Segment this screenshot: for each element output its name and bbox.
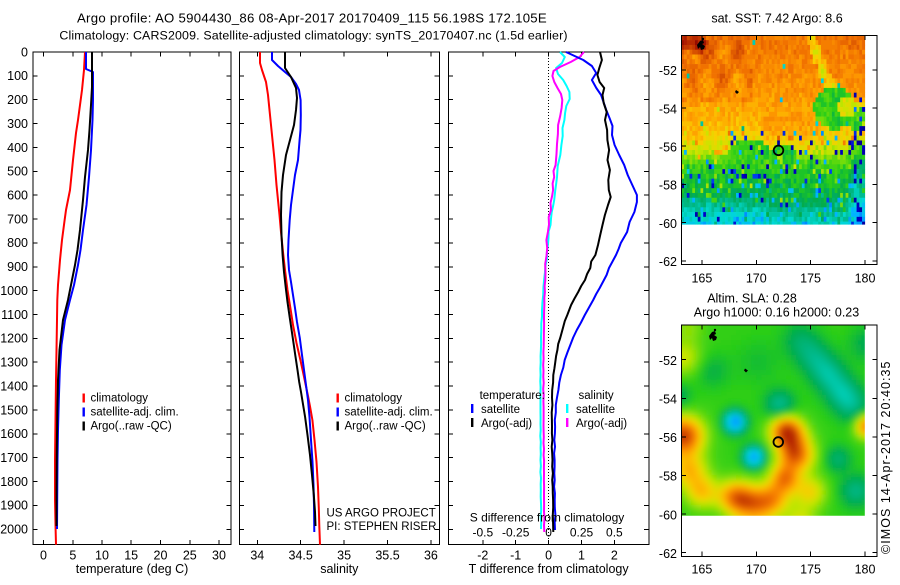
svg-text:satellite-adj. clim.: satellite-adj. clim.	[91, 407, 179, 419]
svg-text:climatology: climatology	[91, 393, 149, 405]
svg-text:1200: 1200	[0, 332, 28, 346]
svg-text:165: 165	[691, 563, 712, 577]
svg-text:Altim. SLA: 0.28: Altim. SLA: 0.28	[707, 292, 797, 306]
svg-text:satellite: satellite	[576, 404, 615, 416]
svg-text:800: 800	[7, 236, 28, 250]
svg-text:700: 700	[7, 212, 28, 226]
svg-text:salinity: salinity	[579, 390, 614, 402]
svg-text:US ARGO PROJECT: US ARGO PROJECT	[327, 508, 436, 520]
svg-text:175: 175	[800, 563, 821, 577]
svg-text:25: 25	[183, 549, 197, 563]
svg-text:-1: -1	[510, 549, 521, 563]
svg-text:600: 600	[7, 189, 28, 203]
svg-text:100: 100	[7, 69, 28, 83]
svg-text:-58: -58	[659, 470, 677, 484]
svg-text:-52: -52	[659, 64, 677, 78]
svg-text:15: 15	[124, 549, 138, 563]
svg-text:-54: -54	[659, 393, 677, 407]
svg-text:-0.25: -0.25	[502, 526, 530, 540]
svg-text:900: 900	[7, 260, 28, 274]
svg-text:climatology: climatology	[345, 393, 403, 405]
svg-text:175: 175	[800, 272, 821, 286]
svg-text:-62: -62	[659, 547, 677, 561]
svg-text:Argo h1000: 0.16 h2000: 0.23: Argo h1000: 0.16 h2000: 0.23	[694, 306, 859, 320]
svg-text:200: 200	[7, 93, 28, 107]
svg-text:0.25: 0.25	[570, 526, 594, 540]
svg-text:1000: 1000	[0, 284, 28, 298]
svg-text:Argo profile: AO 5904430_86 08: Argo profile: AO 5904430_86 08-Apr-2017 …	[77, 11, 547, 26]
svg-text:1100: 1100	[1, 308, 28, 322]
svg-text:1500: 1500	[0, 403, 28, 417]
svg-text:500: 500	[7, 165, 28, 179]
svg-text:0: 0	[21, 45, 28, 59]
svg-text:S difference from climatology: S difference from climatology	[470, 511, 625, 525]
svg-text:1700: 1700	[0, 451, 28, 465]
svg-text:-2: -2	[477, 549, 488, 563]
svg-text:-56: -56	[659, 141, 677, 155]
svg-text:1: 1	[578, 549, 585, 563]
svg-text:35.5: 35.5	[375, 549, 399, 563]
svg-text:-60: -60	[659, 508, 677, 522]
svg-text:satellite: satellite	[481, 404, 520, 416]
svg-text:165: 165	[691, 272, 712, 286]
svg-text:0: 0	[545, 549, 552, 563]
svg-text:170: 170	[746, 272, 767, 286]
svg-text:Argo(..raw -QC): Argo(..raw -QC)	[91, 421, 172, 433]
svg-text:34.5: 34.5	[289, 549, 313, 563]
svg-text:temperature (deg C): temperature (deg C)	[76, 562, 189, 576]
svg-text:-58: -58	[659, 179, 677, 193]
svg-text:35: 35	[337, 549, 351, 563]
svg-text:30: 30	[212, 549, 226, 563]
svg-text:2000: 2000	[0, 523, 28, 537]
svg-text:-60: -60	[659, 217, 677, 231]
svg-text:-62: -62	[659, 255, 677, 269]
svg-text:1400: 1400	[0, 379, 28, 393]
svg-text:34: 34	[250, 549, 264, 563]
svg-text:PI: STEPHEN RISER: PI: STEPHEN RISER	[327, 521, 437, 533]
svg-text:satellite-adj. clim.: satellite-adj. clim.	[345, 407, 433, 419]
svg-text:0: 0	[545, 526, 552, 540]
svg-text:Argo(-adj): Argo(-adj)	[481, 418, 532, 430]
svg-text:-0.5: -0.5	[472, 526, 493, 540]
svg-text:0: 0	[40, 549, 47, 563]
svg-text:2: 2	[611, 549, 618, 563]
svg-text:180: 180	[855, 272, 876, 286]
svg-text:20: 20	[154, 549, 168, 563]
svg-text:5: 5	[69, 549, 76, 563]
svg-text:0.5: 0.5	[606, 526, 623, 540]
svg-text:Argo(-adj): Argo(-adj)	[576, 418, 627, 430]
svg-text:300: 300	[7, 117, 28, 131]
svg-text:400: 400	[7, 141, 28, 155]
svg-text:©IMOS 14-Apr-2017 20:40:35: ©IMOS 14-Apr-2017 20:40:35	[879, 360, 893, 554]
svg-text:10: 10	[95, 549, 109, 563]
svg-text:36: 36	[424, 549, 438, 563]
svg-text:T difference from climatology: T difference from climatology	[469, 562, 630, 576]
svg-text:-56: -56	[659, 431, 677, 445]
svg-text:1800: 1800	[0, 475, 28, 489]
svg-text:temperature:: temperature:	[480, 390, 545, 402]
svg-text:1300: 1300	[0, 356, 28, 370]
svg-text:180: 180	[855, 563, 876, 577]
svg-text:salinity: salinity	[320, 562, 359, 576]
svg-text:-54: -54	[659, 102, 677, 116]
svg-text:170: 170	[746, 563, 767, 577]
svg-text:1900: 1900	[0, 499, 28, 513]
svg-text:1600: 1600	[0, 427, 28, 441]
svg-text:sat. SST: 7.42 Argo: 8.6: sat. SST: 7.42 Argo: 8.6	[711, 12, 842, 26]
svg-text:-52: -52	[659, 354, 677, 368]
svg-text:Argo(..raw -QC): Argo(..raw -QC)	[345, 421, 426, 433]
svg-text:Climatology: CARS2009. Satelli: Climatology: CARS2009. Satellite-adjuste…	[59, 29, 567, 43]
